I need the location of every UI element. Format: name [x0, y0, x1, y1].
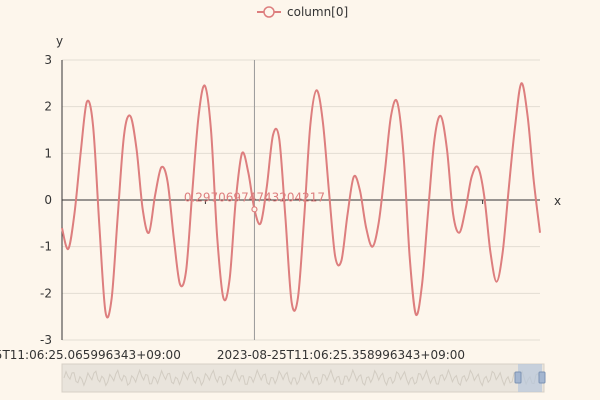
x-tick-label: 25T11:06:25.065996343+09:00 — [0, 348, 181, 362]
crosshair-point — [251, 206, 258, 213]
y-axis-title: y — [56, 34, 63, 48]
y-tick-label: 2 — [44, 100, 52, 114]
crosshair-value-label: 0.29706974743204217 — [184, 190, 325, 204]
y-tick-label: -2 — [40, 286, 52, 300]
data-zoom-slider[interactable] — [61, 363, 546, 393]
y-tick-label: -3 — [40, 333, 52, 347]
x-axis-title: x — [554, 194, 561, 208]
x-tick-label: 2023-08-25T11:06:25.358996343+09:00 — [217, 348, 465, 362]
zoom-preview-line — [63, 368, 543, 387]
series-line-column-0 — [61, 82, 541, 319]
y-tick-labels: 3 2 1 0 -1 -2 -3 — [40, 53, 52, 347]
legend-label: column[0] — [287, 5, 348, 19]
legend-circle-icon — [263, 6, 275, 18]
zoom-handle-left[interactable] — [514, 371, 522, 384]
y-tick-label: 3 — [44, 53, 52, 67]
zoom-window[interactable] — [518, 364, 542, 392]
zoom-track[interactable] — [61, 363, 545, 393]
y-tick-label: 1 — [44, 146, 52, 160]
y-tick-label: 0 — [44, 193, 52, 207]
legend[interactable]: column[0] — [257, 5, 348, 19]
zoom-handle-right[interactable] — [538, 371, 546, 384]
x-tick-labels: 25T11:06:25.065996343+09:00 2023-08-25T11… — [0, 348, 465, 362]
y-tick-label: -1 — [40, 240, 52, 254]
drag-handle-icon — [538, 371, 546, 384]
drag-handle-icon — [514, 371, 522, 384]
grid — [62, 59, 540, 341]
